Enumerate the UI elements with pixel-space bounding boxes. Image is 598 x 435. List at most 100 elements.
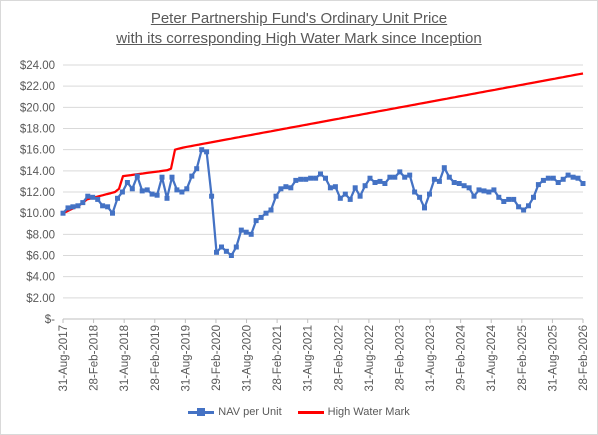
nav-data-point [298,176,304,182]
y-tick-label: $16.00 [20,145,55,157]
nav-data-point [347,196,353,202]
nav-data-point [570,174,576,180]
nav-data-point [85,193,91,199]
x-tick-label: 28-Feb-2025 [517,325,529,391]
y-tick-label: $4.00 [26,272,55,284]
nav-data-point [407,172,413,178]
nav-data-point [199,147,205,153]
chart-title: Peter Partnership Fund's Ordinary Unit P… [1,9,597,49]
y-tick-label: $14.00 [20,166,55,178]
y-tick-label: $2.00 [26,293,55,305]
legend-item-hwm: High Water Mark [297,406,410,418]
nav-data-point [550,175,556,181]
nav-data-point [560,176,566,182]
nav-data-point [387,174,393,180]
nav-data-point [214,249,219,255]
nav-data-point [278,186,284,192]
nav-data-point [100,203,106,209]
nav-data-point [105,204,111,210]
nav-data-point [327,185,333,191]
nav-data-point [129,186,135,192]
legend-item-nav: NAV per Unit [188,406,282,418]
nav-data-point [293,177,299,183]
nav-data-point [446,174,452,180]
nav-data-point [243,229,249,235]
x-tick-label: 31-Aug-2018 [119,325,131,392]
nav-data-point [382,181,388,186]
nav-data-point [228,253,234,258]
nav-data-point [169,174,175,180]
nav-data-point [506,196,512,202]
nav-data-point [90,194,96,200]
nav-data-point [70,204,76,210]
x-tick-label: 31-Aug-2023 [425,325,437,392]
nav-data-point [540,177,546,183]
nav-data-point [412,189,418,195]
nav-data-point [194,166,200,172]
nav-data-point [362,183,368,189]
x-tick-label: 31-Aug-2024 [486,324,498,391]
nav-data-point [189,173,195,179]
nav-data-point [501,199,507,204]
nav-data-point [481,188,487,194]
y-tick-label: $10.00 [20,208,55,220]
x-tick-label: 28-Feb-2022 [333,325,345,391]
nav-data-point [115,195,120,201]
nav-data-point [565,172,571,178]
nav-data-point [119,189,125,195]
x-tick-label: 31-Aug-2019 [180,325,192,392]
x-tick-label: 31-Aug-2020 [242,325,254,392]
x-tick-label: 31-Aug-2021 [303,325,315,392]
nav-data-point [392,174,398,180]
nav-data-point [124,180,130,185]
x-tick-label: 28-Feb-2019 [150,325,162,391]
nav-data-point [144,187,150,193]
x-tick-label: 29-Feb-2020 [211,325,223,391]
nav-data-point [238,227,244,233]
nav-data-point [417,194,423,200]
chart-title-line-1: Peter Partnership Fund's Ordinary Unit P… [150,10,448,27]
x-tick-label: 29-Feb-2024 [456,324,468,390]
y-tick-label: $- [45,314,55,326]
y-tick-label: $6.00 [26,251,55,263]
nav-data-point [303,176,309,182]
nav-data-point [511,196,517,202]
nav-data-point [352,185,358,191]
nav-data-point [268,207,274,213]
x-tick-label: 28-Feb-2023 [394,325,406,391]
nav-data-point [204,149,210,155]
x-tick-label: 31-Aug-2017 [58,325,70,392]
nav-data-point [476,187,482,193]
nav-data-point [332,184,338,190]
chart-title-line-2: with its corresponding High Water Mark s… [116,30,482,47]
nav-data-point [184,186,190,192]
nav-data-point [422,205,427,211]
nav-data-point [154,192,160,198]
nav-data-point [313,175,319,181]
nav-data-point [139,188,145,194]
nav-data-point [149,191,155,197]
nav-data-point [431,176,437,182]
y-tick-label: $18.00 [20,124,55,136]
nav-data-point [357,193,363,199]
nav-data-point [372,180,378,185]
nav-data-point [436,178,442,184]
nav-data-point [531,194,536,200]
nav-data-point [496,194,502,200]
nav-data-point [491,187,497,193]
nav-data-point [273,193,279,199]
nav-data-point [441,165,447,171]
nav-data-point [95,196,101,202]
nav-data-point [535,182,541,188]
legend-label-hwm: High Water Mark [327,406,410,418]
y-tick-label: $22.00 [20,81,55,93]
nav-data-point [288,185,294,191]
nav-data-point [521,207,527,213]
y-tick-label: $8.00 [26,229,55,241]
nav-data-point [80,200,86,206]
nav-data-point [60,210,66,216]
chart-legend: NAV per Unit High Water Mark [1,406,597,418]
nav-data-point [75,203,81,209]
